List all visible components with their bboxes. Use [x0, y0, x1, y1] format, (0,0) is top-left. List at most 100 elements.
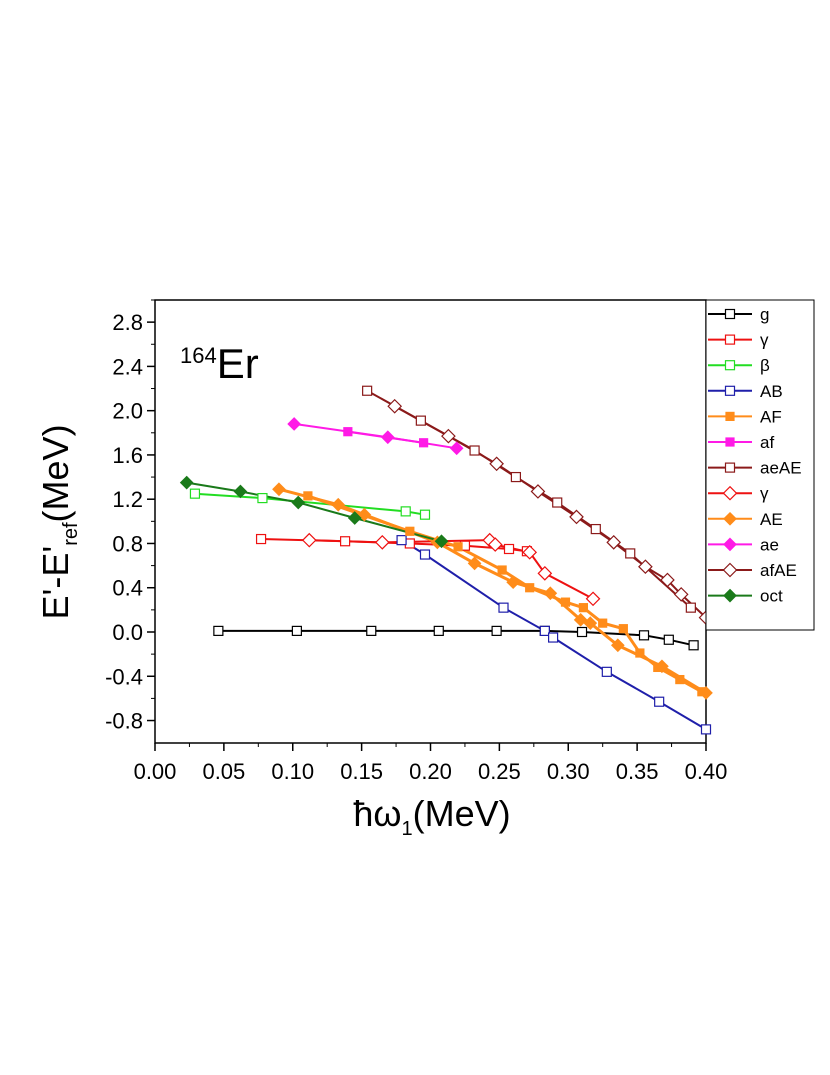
data-point [287, 417, 301, 431]
y-tick-label: 0.8 [112, 531, 143, 556]
data-point [610, 638, 625, 653]
data-point [189, 488, 201, 499]
legend-label: afAE [760, 561, 797, 580]
y-tick-label: 1.2 [112, 487, 143, 512]
legend-marker [725, 437, 735, 447]
data-point [506, 575, 520, 590]
x-tick-label: 0.35 [616, 759, 659, 784]
x-tick-label: 0.00 [134, 759, 177, 784]
y-tick-label: 1.6 [112, 443, 143, 468]
y-tick-label: 0.4 [112, 576, 143, 601]
nucleus-element: Er [217, 340, 259, 387]
data-point [467, 556, 482, 571]
legend-box [705, 299, 815, 631]
series-line-4 [307, 494, 703, 694]
data-point [374, 535, 390, 550]
data-point [291, 495, 306, 510]
x-tick-label: 0.25 [478, 759, 521, 784]
data-point [469, 445, 480, 456]
data-point [404, 538, 415, 549]
data-point [272, 482, 286, 497]
y-tick-label: 2.8 [112, 310, 143, 335]
y-tick-label: 2.4 [112, 354, 143, 379]
x-axis-title-unit: (MeV) [413, 793, 511, 834]
data-point [578, 603, 589, 613]
legend-label: oct [760, 587, 783, 606]
data-point [625, 548, 636, 559]
y-tick-label: 0.0 [112, 620, 143, 645]
data-point [598, 618, 608, 628]
data-point [503, 543, 515, 555]
data-point [655, 659, 669, 674]
legend-marker [723, 537, 737, 552]
data-point [419, 549, 431, 560]
data-point [387, 398, 403, 414]
data-point [233, 484, 248, 499]
legend-label: aeAE [760, 459, 802, 478]
data-point [339, 536, 351, 547]
data-point [331, 497, 346, 512]
data-point [537, 565, 553, 581]
legend-label: g [760, 305, 769, 324]
data-point [590, 523, 601, 535]
nucleus-label: 164Er [180, 340, 259, 387]
data-point [700, 724, 712, 735]
legend-label: AE [760, 510, 783, 529]
series-lines [186, 389, 707, 731]
y-axis-title: E'-E'ref(MeV) [35, 424, 82, 619]
data-point [552, 497, 563, 508]
data-point [576, 626, 588, 638]
nucleus-mass: 164 [180, 343, 217, 368]
y-tick-label: -0.4 [105, 664, 143, 689]
series-line-0 [218, 629, 694, 647]
data-point [405, 526, 415, 536]
data-point [366, 625, 377, 636]
data-point [638, 630, 650, 641]
legend-marker [724, 462, 736, 473]
legend-marker [724, 385, 736, 396]
data-point [380, 430, 395, 445]
data-point [362, 385, 373, 396]
data-point [489, 456, 504, 472]
data-point [638, 559, 653, 575]
axis-ticks: 0.00 0.05 0.10 0.15 0.20 0.25 0.30 0.35 0.40 -0.8… [105, 299, 727, 784]
data-point [415, 415, 426, 426]
data-point [601, 666, 612, 677]
data-point [685, 602, 696, 613]
data-point [487, 537, 503, 552]
data-point [449, 441, 464, 456]
y-tick-label: -0.8 [105, 709, 143, 734]
data-point [179, 475, 194, 490]
data-point [291, 625, 302, 636]
y-axis-title-sub: ref [60, 522, 82, 546]
data-point [569, 509, 584, 525]
data-point [434, 534, 449, 549]
x-axis-title-sub: 1 [402, 818, 413, 840]
series-markers [179, 385, 714, 735]
x-axis-title: ħω1(MeV) [353, 793, 510, 840]
data-point [573, 612, 588, 627]
legend-marker [722, 562, 738, 578]
data-point [433, 625, 444, 636]
x-tick-label: 0.15 [340, 759, 383, 784]
legend-marker [724, 334, 736, 345]
legend-marker [722, 485, 738, 501]
series-line-6 [366, 389, 692, 609]
data-point [400, 506, 411, 517]
data-point [606, 535, 622, 550]
x-axis-title-base: ħω [353, 793, 401, 834]
data-point [453, 542, 463, 552]
legend-marker [724, 308, 736, 320]
legend-label: AF [760, 407, 782, 426]
data-point [539, 625, 550, 636]
data-point [543, 586, 558, 601]
data-point [654, 696, 665, 707]
data-point [673, 587, 689, 602]
legend-label: AB [760, 382, 783, 401]
data-point [396, 535, 407, 546]
legend-label: af [760, 433, 774, 452]
legend-label: γ [760, 484, 769, 503]
data-point [675, 674, 685, 685]
